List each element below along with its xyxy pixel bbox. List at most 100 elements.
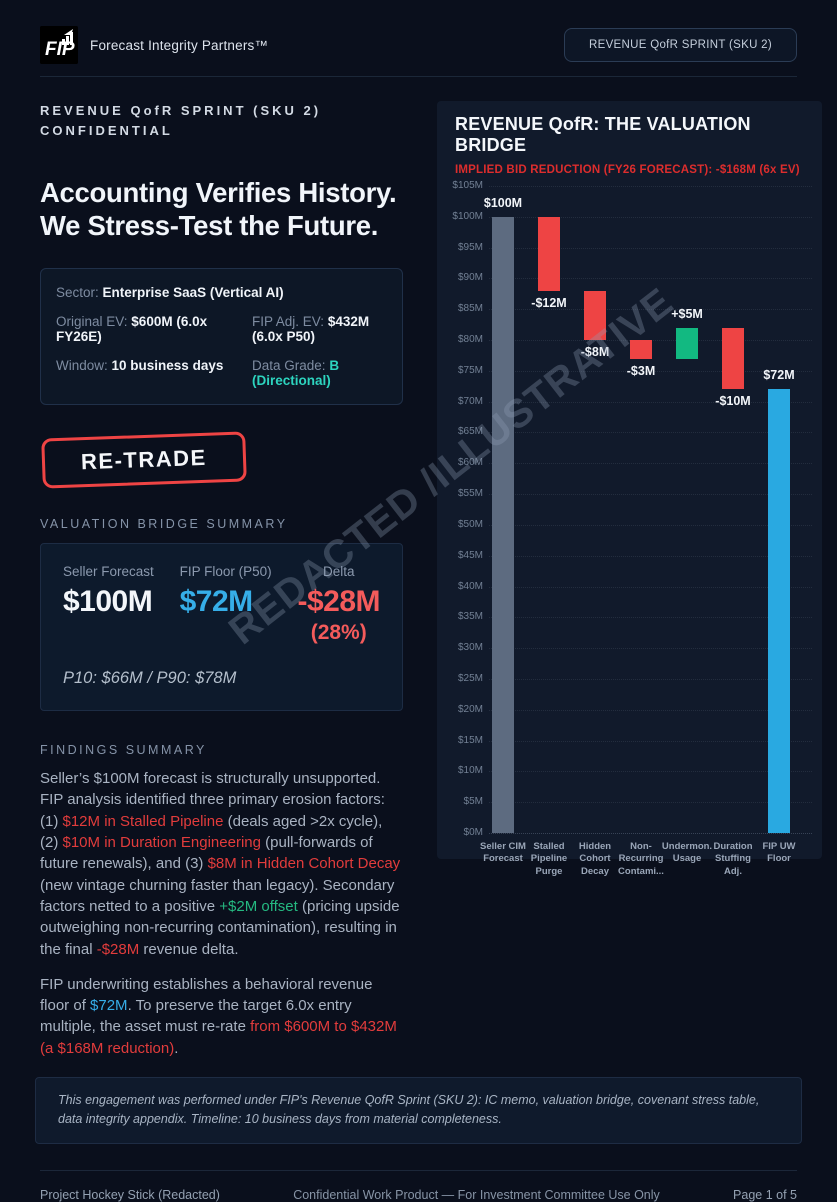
- findings-paragraph-1: Seller’s $100M forecast is structurally …: [40, 768, 403, 960]
- y-axis-tick: $5M: [463, 796, 483, 808]
- waterfall-bar: [584, 290, 606, 341]
- delta-percent: (28%): [310, 621, 367, 645]
- fip-floor-value: $72M: [179, 585, 254, 619]
- valuation-bridge-chart-panel: REVENUE QofR: THE VALUATION BRIDGE IMPLI…: [437, 101, 822, 877]
- seller-forecast-stat: Seller Forecast $100M: [63, 564, 154, 645]
- x-axis-label-line: Forecast: [483, 853, 523, 865]
- x-axis-label-line: Hidden: [578, 841, 612, 852]
- gridline: [489, 771, 812, 773]
- y-axis-tick: $15M: [457, 734, 483, 746]
- original-ev-value: $600M (6.0x FY26E): [56, 314, 208, 345]
- fact-original-ev: Original EV: $600M (6.0x FY26E): [56, 314, 252, 344]
- gridline: [489, 186, 812, 187]
- rich-text-span: Seller’s $100M forecast is structurally …: [40, 770, 385, 830]
- rich-text-span: (new vintage churning faster than legacy…: [40, 876, 395, 915]
- y-axis-tick: $45M: [457, 549, 483, 561]
- bar-value-label: -$10M: [715, 394, 751, 409]
- chart-subtitle: IMPLIED BID REDUCTION (FY26 FORECAST): -…: [455, 164, 800, 176]
- fact-grade: Data Grade: B (Directional): [252, 358, 387, 388]
- footer-page-number: Page 1 of 5: [733, 1187, 797, 1202]
- fip-ev-label: FIP Adj. EV:: [252, 314, 325, 330]
- summary-columns: Seller Forecast $100M FIP Floor (P50) $7…: [63, 564, 380, 645]
- gridline: [489, 370, 812, 372]
- x-axis-label-line: Adj.: [724, 865, 742, 877]
- gridline: [489, 555, 812, 557]
- bar-value-label: $100M: [483, 195, 523, 210]
- x-axis-label-line: Stalled: [533, 841, 565, 852]
- x-axis-label: Undermon. Usage: [657, 841, 717, 866]
- gridline: [489, 309, 812, 311]
- x-axis-label: Hidden Cohort Decay: [565, 841, 625, 878]
- header: FIP Forecast Integrity Partners™ REVENUE…: [0, 0, 837, 64]
- x-axis-label-line: Pipeline: [530, 853, 568, 865]
- title-line1: Accounting Verifies History.: [40, 177, 397, 209]
- deal-facts-panel: Sector: Enterprise SaaS (Vertical AI) Or…: [40, 268, 403, 406]
- fact-window: Window: 10 business days: [56, 358, 252, 388]
- grade-value: B (Directional): [252, 358, 340, 389]
- gridline: [489, 494, 812, 496]
- gridline: [489, 586, 812, 588]
- bar-value-label: +$5M: [671, 306, 703, 321]
- bar-value-label: -$8M: [580, 345, 610, 360]
- brand-name: Forecast Integrity Partners™: [90, 37, 269, 53]
- rich-text-span: .: [174, 1039, 179, 1057]
- bar-value-label: -$12M: [531, 295, 567, 310]
- y-axis-tick: $20M: [457, 703, 483, 715]
- waterfall-bar: [538, 216, 560, 291]
- fact-row-window: Window: 10 business days Data Grade: B (…: [56, 358, 387, 388]
- x-axis-label-line: Undermon.: [661, 841, 713, 852]
- footer-confidentiality: Confidential Work Product — For Investme…: [293, 1187, 660, 1202]
- gridline: [489, 247, 812, 249]
- fact-row-ev: Original EV: $600M (6.0x FY26E) FIP Adj.…: [56, 314, 387, 344]
- page-title: Accounting Verifies History. We Stress-T…: [40, 177, 403, 242]
- gridline: [489, 833, 812, 834]
- gridline: [489, 678, 812, 680]
- gridline: [489, 401, 812, 403]
- x-axis-label-line: Floor: [767, 853, 791, 865]
- rich-text-span: +$2M offset: [219, 897, 298, 915]
- fact-fip-ev: FIP Adj. EV: $432M (6.0x P50): [252, 314, 387, 344]
- x-axis-label-line: Contami...: [618, 865, 664, 877]
- y-axis-tick: $85M: [457, 303, 483, 315]
- y-axis-tick: $0M: [463, 827, 483, 838]
- delta-label: Delta: [322, 564, 355, 580]
- waterfall-bar: [630, 340, 652, 359]
- x-axis-label-line: Cohort: [579, 853, 611, 865]
- eyebrow-line1: REVENUE QofR SPRINT (SKU 2): [40, 103, 322, 118]
- gridline: [489, 802, 812, 804]
- eyebrow-line2: CONFIDENTIAL: [40, 123, 173, 139]
- rich-text-span: (pricing upside outweighing non-recurrin…: [40, 897, 400, 958]
- left-column: REVENUE QofR SPRINT (SKU 2) CONFIDENTIAL…: [40, 101, 420, 1059]
- title-line2: We Stress-Test the Future.: [40, 209, 379, 241]
- rich-text-span: $8M in Hidden Cohort Decay: [207, 855, 401, 873]
- delta-stat: Delta -$28M (28%): [297, 564, 380, 645]
- gridline: [489, 278, 812, 280]
- grade-label: Data Grade:: [252, 358, 326, 374]
- fip-floor-stat: FIP Floor (P50) $72M: [180, 564, 272, 645]
- y-axis-tick: $70M: [457, 395, 483, 407]
- sku-pill-button[interactable]: REVENUE QofR SPRINT (SKU 2): [564, 28, 797, 62]
- x-axis-label-line: FIP UW: [762, 841, 796, 852]
- y-axis-tick: $90M: [457, 272, 483, 284]
- seller-forecast-label: Seller Forecast: [63, 564, 154, 580]
- y-axis-tick: $40M: [457, 580, 483, 592]
- x-axis-label-line: Non-: [630, 841, 652, 852]
- brand: FIP Forecast Integrity Partners™: [40, 26, 268, 64]
- y-axis-tick: $100M: [452, 210, 483, 222]
- findings-section-label: FINDINGS SUMMARY: [40, 743, 207, 758]
- original-ev-label: Original EV:: [56, 314, 128, 330]
- fip-ev-value: $432M (6.0x P50): [252, 314, 370, 345]
- bridge-summary-section-label: VALUATION BRIDGE SUMMARY: [40, 517, 288, 532]
- rich-text-span: revenue delta.: [139, 940, 239, 958]
- gridline: [489, 740, 812, 742]
- x-axis-label: FIP UW Floor: [749, 841, 809, 866]
- rich-text-span: -$28M: [96, 940, 140, 958]
- engagement-disclaimer: This engagement was performed under FIP'…: [35, 1077, 802, 1144]
- x-axis-label-line: Purge: [535, 865, 563, 877]
- rich-text-span: $12M in Stalled Pipeline: [62, 812, 224, 830]
- y-axis-tick: $105M: [452, 180, 483, 191]
- bar-value-label: $72M: [763, 368, 795, 383]
- gridline: [489, 432, 812, 434]
- footer-project-name: Project Hockey Stick (Redacted): [40, 1187, 220, 1202]
- rich-text-span: (deals aged >2x cycle), (2): [40, 812, 383, 852]
